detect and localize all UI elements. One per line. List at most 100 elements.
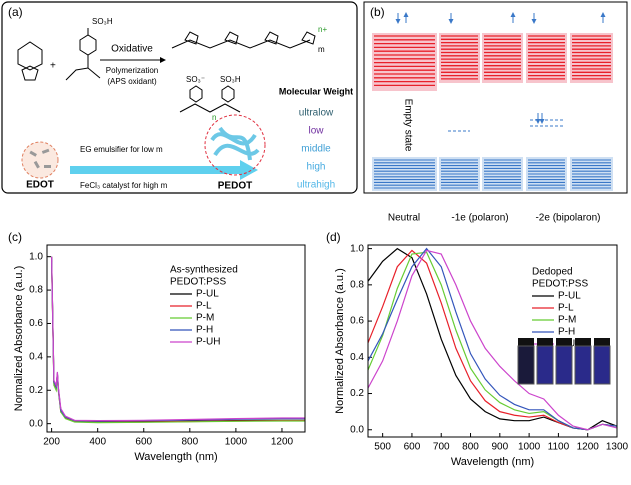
polymer-index: n (212, 113, 216, 122)
reaction-text: Polymerization (106, 66, 158, 75)
column-label: -1e (polaron) (451, 213, 508, 224)
plot-frame (46, 244, 306, 433)
x-tick-label: 800 (462, 442, 479, 453)
x-axis-label: Wavelength (nm) (134, 451, 217, 463)
y-tick-label: 1.0 (350, 243, 364, 254)
legend-title: Dedoped (532, 267, 573, 278)
pedot-droplet (204, 114, 266, 176)
band-bg (570, 33, 613, 83)
edot-particles (29, 148, 51, 169)
x-tick-label: 900 (491, 442, 508, 453)
vial-cap (556, 338, 572, 346)
mw-level: low (308, 126, 324, 137)
monomer-label: EDOT (26, 180, 54, 191)
x-tick-label: 200 (43, 437, 60, 448)
mw-level: ultralow (299, 108, 334, 119)
vial (517, 345, 535, 385)
y-tick-label: 0.6 (350, 316, 364, 327)
empty-state: Empty state (402, 99, 413, 152)
x-tick-label: 700 (433, 442, 450, 453)
legend-label: P-L (196, 301, 212, 312)
mw-level: ultrahigh (297, 180, 335, 191)
vial-cap (537, 338, 553, 346)
y-tick-label: 0.0 (29, 418, 43, 429)
x-tick-label: 1000 (518, 442, 541, 453)
legend-label: P-H (558, 327, 575, 338)
pss-group: SO₃⁻ (186, 75, 205, 84)
x-axis-label: Wavelength (nm) (451, 456, 534, 468)
band-bg (526, 33, 567, 83)
band-diagram (372, 12, 613, 191)
mw-title: Molecular Weight (279, 86, 353, 96)
mw-level: middle (301, 144, 331, 155)
vial (555, 345, 573, 385)
reaction-text: (APS oxidant) (107, 77, 157, 86)
panel-frame (363, 1, 628, 194)
panel-frame (1, 1, 358, 194)
y-axis-label: Normalized Absorbance (a.u.) (334, 268, 346, 414)
x-tick-label: 1000 (225, 437, 248, 448)
y-tick-label: 1.0 (29, 251, 43, 262)
band-bg (439, 33, 480, 83)
x-tick-label: 1100 (548, 442, 570, 453)
x-tick-label: 600 (135, 437, 152, 448)
legend-title: As-synthesized (170, 265, 238, 276)
legend-label: P-L (558, 303, 574, 314)
condition: EG emulsifier for low m (80, 145, 163, 154)
x-tick-label: 500 (374, 442, 391, 453)
panel-label: (d) (326, 230, 341, 244)
condition: FeCl₃ catalyst for high m (80, 181, 168, 190)
x-tick-label: 1300 (606, 442, 629, 453)
data-line (368, 247, 617, 431)
plus-sign: + (50, 61, 56, 72)
y-tick-label: 0.4 (350, 352, 364, 363)
panel-label: (a) (8, 5, 23, 19)
panel-label: (c) (8, 230, 22, 244)
x-tick-label: 600 (404, 442, 421, 453)
legend-label: P-M (196, 313, 214, 324)
band-bg (482, 33, 523, 83)
legend-label: P-UL (558, 291, 581, 302)
edot-droplet (21, 141, 59, 179)
y-tick-label: 0.8 (29, 285, 43, 296)
legend-title: PEDOT:PSS (532, 279, 588, 290)
polymer-label: PEDOT (218, 181, 252, 192)
y-tick-label: 0.4 (29, 352, 43, 363)
legend-label: P-UH (196, 337, 220, 348)
y-axis-label: Normalized Absorbance (a.u.) (13, 266, 25, 412)
vial (593, 345, 611, 385)
substituent: SO₃H (92, 17, 113, 26)
polymer-index: m (318, 45, 325, 54)
y-tick-label: 0.2 (350, 388, 364, 399)
pedot-chains (210, 126, 260, 161)
legend-title: PEDOT:PSS (170, 277, 226, 288)
column-label: Neutral (388, 213, 420, 224)
legend-label: P-M (558, 315, 576, 326)
mw-level: high (307, 162, 326, 173)
vial-cap (575, 338, 591, 346)
x-tick-label: 1200 (577, 442, 600, 453)
legend-label: P-UL (196, 289, 219, 300)
y-tick-label: 0.2 (29, 385, 43, 396)
pss-group: SO₃H (220, 75, 241, 84)
x-tick-label: 800 (181, 437, 198, 448)
y-tick-label: 0.0 (350, 424, 364, 435)
legend-label: P-H (196, 325, 213, 336)
pedot-structure (171, 31, 316, 113)
polymer-index: n+ (318, 25, 327, 34)
data-line (368, 249, 617, 431)
vial-cap (518, 338, 534, 346)
y-tick-label: 0.8 (350, 279, 364, 290)
vial (574, 345, 592, 385)
edot-structure (17, 41, 43, 81)
pss-structure (65, 28, 101, 81)
vial (536, 345, 554, 385)
x-tick-label: 1200 (271, 437, 294, 448)
process-arrow (70, 160, 258, 180)
y-tick-label: 0.6 (29, 318, 43, 329)
vial-cap (594, 338, 610, 346)
plot-frame (367, 244, 618, 438)
panel-label: (b) (370, 5, 385, 19)
x-tick-label: 400 (89, 437, 106, 448)
